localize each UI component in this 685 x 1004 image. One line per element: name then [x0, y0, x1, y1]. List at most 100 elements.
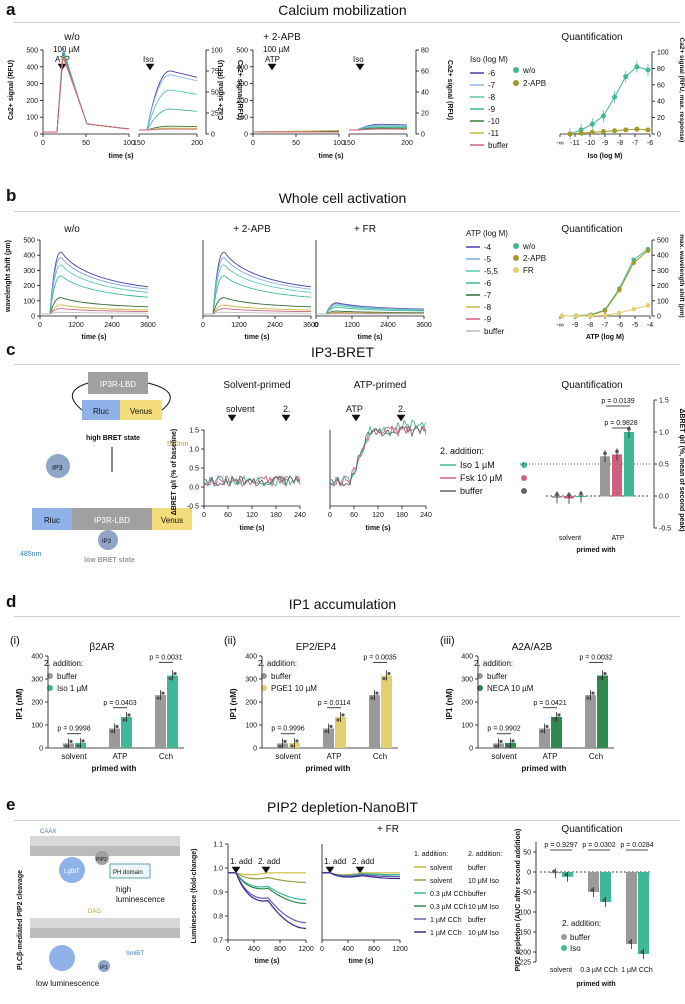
e-main-x-tick-label: 0 — [226, 946, 230, 953]
b-wo-x-tick-label: 1200 — [68, 322, 84, 329]
d-bar — [369, 695, 380, 748]
d-pvalue: p = 0.0032 — [579, 654, 612, 661]
d-xlabel: primed with — [522, 764, 567, 773]
e-quant-dot — [552, 869, 556, 873]
d-ylabel: IP1 (nM) — [229, 688, 238, 719]
e-quant-y-tick-label: -200 — [517, 950, 531, 957]
c-quant-bar — [600, 456, 610, 497]
c-schema-485nm: 485nm — [20, 551, 42, 558]
c-quant-right-y-tick-label: -0.5 — [659, 526, 671, 533]
c-solvent-y-tick-label: 0.5 — [189, 466, 199, 473]
a-wo-right-y-tick-label: 75 — [211, 69, 219, 76]
c-schema-rluc: Rluc — [93, 407, 109, 416]
d-dot — [110, 729, 114, 734]
d-pvalue: p = 0.0114 — [318, 700, 351, 707]
a-wo-atp-conc: 100 µM — [53, 45, 80, 54]
c-rluc-box-2 — [32, 508, 72, 530]
d-2-y-tick-label: 0 — [469, 746, 473, 753]
b-wo-y-tick-label: 0 — [31, 314, 35, 321]
e-quant-bar — [600, 872, 611, 902]
c-atp-trace — [330, 424, 427, 487]
d-1-y-tick-label: 300 — [245, 677, 257, 684]
d-subpanel-title: EP2/EP4 — [296, 642, 337, 653]
e-quant-pvalue: p = 0.9297 — [544, 842, 577, 849]
a-quant-right-y-tick-label: 60 — [657, 82, 665, 89]
d-dot — [283, 739, 287, 744]
c-legend-title: 2. addition: — [440, 446, 484, 456]
d-dot — [499, 739, 503, 744]
e-quant-y-tick-label: -150 — [517, 930, 531, 937]
e-main-y-tick-label: 0.8 — [213, 914, 223, 921]
e-quant-dot — [628, 940, 632, 944]
d-dot — [156, 696, 160, 700]
d-x-tick-label: Cch — [373, 752, 387, 761]
e-table-head: 2. addition: — [468, 851, 502, 858]
e-membrane-bottom — [30, 918, 180, 928]
panel-letter-a: a — [6, 0, 16, 19]
title-divider — [14, 22, 680, 23]
d-dot — [64, 744, 68, 749]
c-quant-dot — [555, 492, 559, 497]
d-dot — [336, 718, 340, 722]
e-table-second-addition: buffer — [468, 865, 486, 872]
c-schema-linker — [72, 382, 89, 411]
c-schema-low-bret: low BRET state — [84, 557, 135, 564]
b-2apb-x-tick-label: 0 — [201, 322, 205, 329]
c-quant-right-y-tick-label: 1.0 — [659, 430, 669, 437]
a-quant-fit-2apb — [569, 128, 649, 135]
d-1-y-tick-label: 0 — [253, 746, 257, 753]
a-legend-item: -8 — [488, 93, 496, 102]
e-lgbit-icon — [59, 857, 85, 883]
e-membrane-top — [30, 836, 180, 846]
c-second-addition-label: 2. — [283, 404, 291, 414]
a-2apb-iso-label: Iso — [353, 55, 364, 64]
title-divider — [14, 616, 680, 617]
e-main-trace — [228, 872, 307, 901]
d-0-y-tick-label: 100 — [31, 723, 43, 730]
a-legend-item: buffer — [488, 141, 509, 150]
c-solvent-y-tick-label: 1.5 — [189, 428, 199, 435]
b-2apb-trace — [203, 304, 312, 315]
d-ylabel: IP1 (nM) — [15, 688, 24, 719]
b-quant-legend-marker — [513, 243, 519, 249]
subtitle-wo: w/o — [63, 32, 80, 43]
d-0-y-tick-label: 0 — [39, 746, 43, 753]
e-quant-y-tick-label: 50 — [523, 850, 531, 857]
d-legend-title: 2. addition: — [474, 659, 513, 668]
a-wo-left-y-tick-label: 300 — [26, 81, 38, 88]
a-2apb-right-x-tick-label: 200 — [401, 140, 413, 147]
e-quant-dot — [602, 898, 606, 902]
b-wo-y-tick-label: 300 — [23, 268, 35, 275]
b-fr-x-tick-label: 2400 — [380, 322, 396, 329]
e-table-first-addition: 0.3 µM CCh — [430, 891, 468, 898]
b-2apb-x-tick-label: 1200 — [231, 322, 247, 329]
d-roman-label: (i) — [10, 635, 20, 647]
c-quant-dot — [603, 451, 607, 456]
c-quant-ylabel: ΔBRET ψ/I (%, mean of second peak) — [678, 408, 685, 531]
c-solvent-x-tick-label: 240 — [294, 512, 306, 519]
a-wo-left-x-tick-label: 100 — [123, 140, 135, 147]
b-legend-item: -5 — [484, 255, 492, 264]
d-xlabel: primed with — [92, 764, 137, 773]
e-main-add2-label: 2. add — [258, 857, 280, 866]
c-solvent-y-tick-label: 1.0 — [189, 447, 199, 454]
a-wo-left-y-tick-label: 500 — [26, 48, 38, 55]
panel-letter-b: b — [6, 186, 17, 205]
b-fr-x-tick-label: 0 — [314, 322, 318, 329]
b-quant-xlabel: ATP (log M) — [586, 334, 624, 341]
b-wo-trace — [40, 275, 149, 315]
e-quant-dot — [564, 873, 568, 877]
d-dot — [69, 739, 73, 744]
d-xlabel: primed with — [306, 764, 351, 773]
e-quant-legend-marker-iso — [561, 945, 567, 951]
d-dot — [552, 718, 556, 722]
subtitle-quantification: Quantification — [561, 380, 622, 391]
e-main-trace — [228, 872, 307, 905]
c-second-arrow — [281, 414, 291, 422]
e-table-second-addition: buffer — [468, 917, 486, 924]
b-legend-title: ATP (log M) — [466, 229, 508, 238]
d-legend-title: 2. addition: — [258, 659, 297, 668]
e-schema-caax: CAAX — [40, 829, 56, 835]
c-second-arrow-atp — [396, 414, 406, 422]
c-schema-venus-2: Venus — [161, 516, 183, 525]
